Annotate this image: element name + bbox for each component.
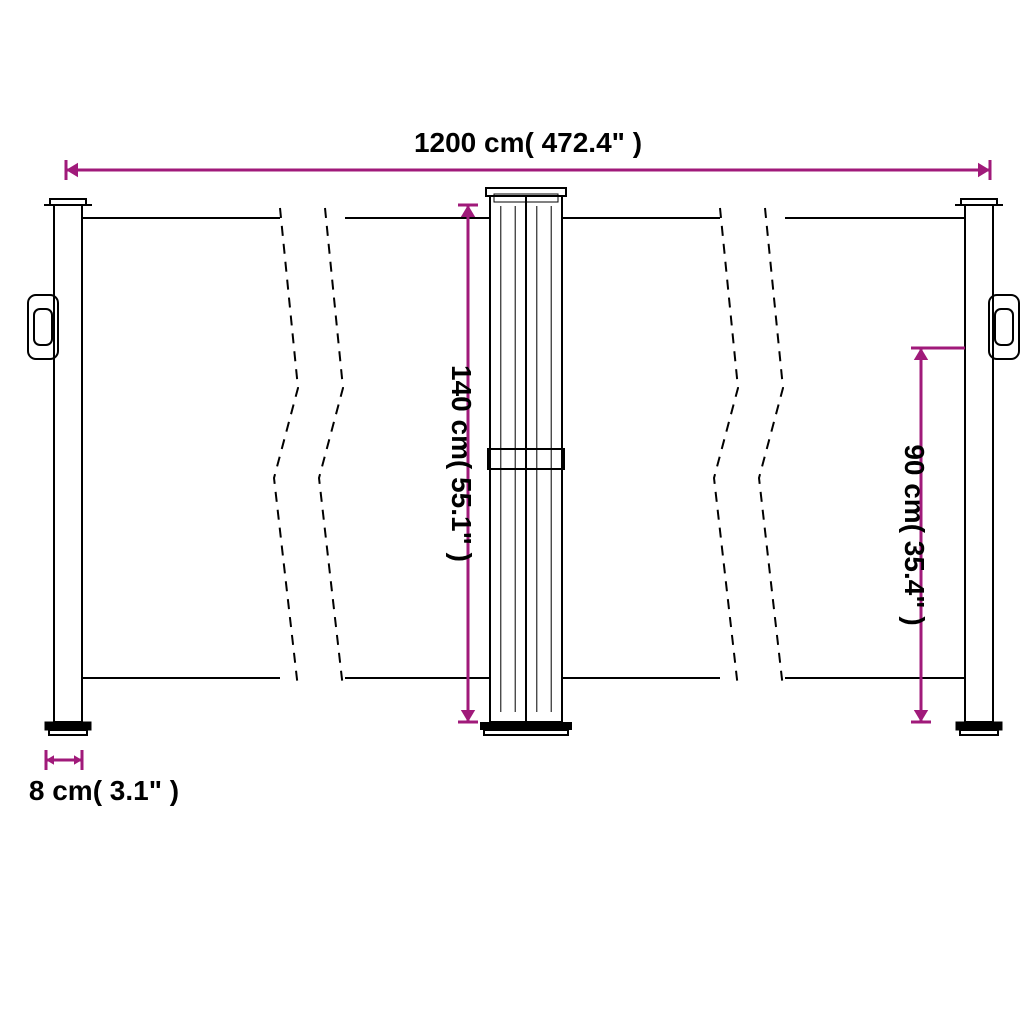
dim-depth-label: 8 cm( 3.1" ) [29,775,179,806]
dim-total-width-label: 1200 cm( 472.4" ) [414,127,642,158]
dim-height-90-label: 90 cm( 35.4" ) [899,444,930,625]
dim-height-140-label: 140 cm( 55.1" ) [446,365,477,562]
